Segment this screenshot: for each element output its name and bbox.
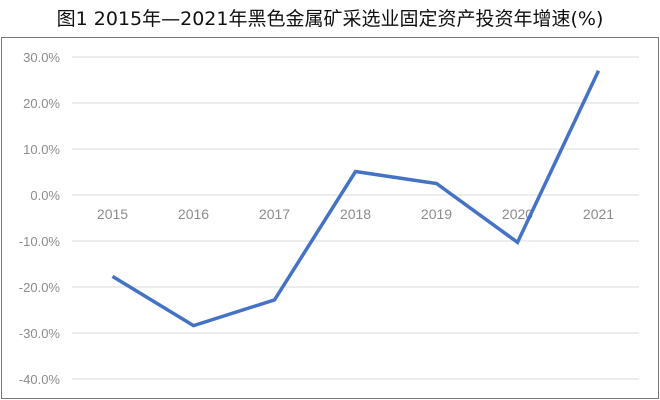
y-tick-label: 0.0% (30, 188, 60, 203)
chart-title: 图1 2015年—2021年黑色金属矿采选业固定资产投资年增速(%) (56, 8, 604, 30)
x-tick-label: 2020 (502, 206, 533, 222)
x-tick-label: 2016 (178, 206, 209, 222)
x-tick-label: 2015 (97, 206, 128, 222)
x-tick-label: 2017 (259, 206, 290, 222)
x-tick-label: 2019 (421, 206, 452, 222)
y-tick-label: -30.0% (19, 326, 61, 341)
x-tick-label: 2018 (340, 206, 371, 222)
y-tick-label: -40.0% (19, 372, 61, 387)
y-tick-label: 20.0% (23, 96, 60, 111)
y-tick-label: -10.0% (19, 234, 61, 249)
y-tick-label: 30.0% (23, 50, 60, 65)
y-tick-label: 10.0% (23, 142, 60, 157)
x-tick-label: 2021 (583, 206, 614, 222)
chart-frame (1, 37, 659, 399)
y-tick-label: -20.0% (19, 280, 61, 295)
